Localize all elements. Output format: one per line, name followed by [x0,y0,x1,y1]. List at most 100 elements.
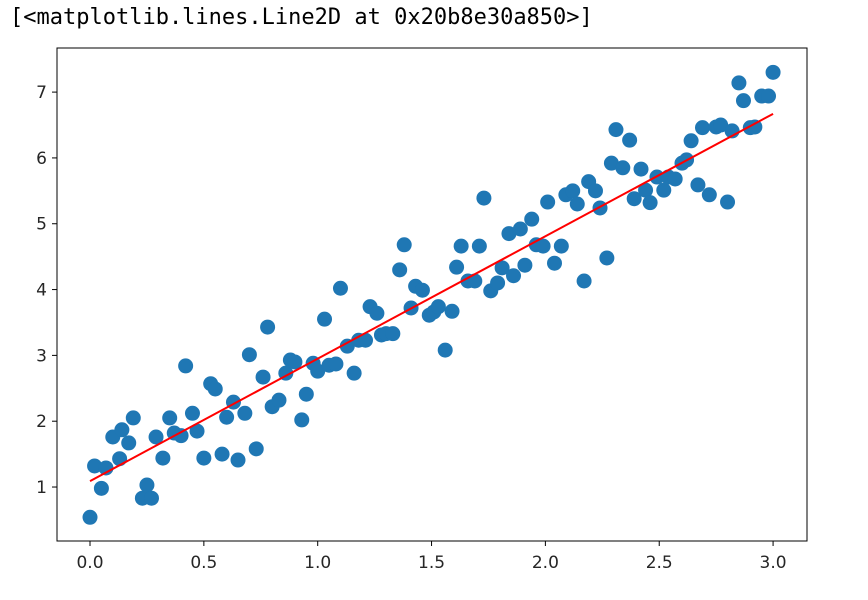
scatter-point [622,132,638,148]
scatter-point [98,460,114,476]
scatter-point [615,160,631,176]
scatter-point [271,392,287,408]
scatter-point [626,191,642,207]
scatter-point [576,273,592,289]
scatter-point [603,155,619,171]
x-tick-label: 2.5 [646,553,673,573]
scatter-point [735,93,751,109]
scatter-point [467,273,483,289]
scatter-point [540,194,556,210]
scatter-point [162,410,178,426]
scatter-point [241,347,257,363]
scatter-point [82,509,98,525]
y-tick-label: 1 [36,478,47,498]
scatter-point [608,122,624,138]
scatter-point [287,354,303,370]
scatter-point [255,369,271,385]
scatter-point [317,311,333,327]
scatter-point [444,303,460,319]
scatter-point [642,195,658,211]
scatter-point [437,342,453,358]
scatter-point [713,117,729,133]
scatter-point [385,326,401,342]
scatter-point [667,171,683,187]
scatter-point [143,490,159,506]
scatter-point [219,409,235,425]
scatter-point [139,477,155,493]
scatter-point [173,428,189,444]
scatter-point [189,423,205,439]
scatter-point [125,410,141,426]
scatter-point [207,381,223,397]
scatter-point [449,259,465,275]
scatter-point [501,226,517,242]
scatter-point [494,260,510,276]
scatter-point [747,119,763,135]
scatter-point [701,187,717,203]
scatter-point [298,386,314,402]
scatter-point [196,450,212,466]
scatter-point [569,196,585,212]
scatter-point [694,120,710,136]
fit-line [89,112,774,482]
plot-area [82,64,781,525]
scatter-point [453,238,469,254]
y-tick-label: 6 [36,149,47,169]
scatter-point [765,64,781,80]
scatter-point [553,238,569,254]
scatter-point [230,452,246,468]
y-tick-label: 3 [36,346,47,366]
scatter-point [346,365,362,381]
scatter-point [524,211,540,227]
scatter-point [369,305,385,321]
scatter-point [332,280,348,296]
scatter-point [731,75,747,91]
scatter-point [761,88,777,104]
scatter-point [155,450,171,466]
x-tick-label: 0.5 [190,553,217,573]
scatter-point [414,282,430,298]
scatter-point [178,358,194,374]
scatter-point [294,412,310,428]
scatter-point [248,441,264,457]
scatter-point [683,133,699,149]
x-tick-label: 3.0 [760,553,787,573]
scatter-point [358,332,374,348]
scatter-point [121,435,137,451]
scatter-point [476,190,492,206]
scatter-point [633,161,649,177]
scatter-point [720,194,736,210]
scatter-point [587,183,603,199]
scatter-point [471,238,487,254]
scatter-point [339,338,355,354]
scatter-point [392,262,408,278]
y-tick-label: 5 [36,215,47,235]
scatter-point [87,458,103,474]
x-tick-label: 0.0 [76,553,103,573]
y-tick-label: 2 [36,412,47,432]
scatter-point [328,356,344,372]
x-tick-label: 2.0 [532,553,559,573]
scatter-point [517,257,533,273]
scatter-point [656,182,672,198]
scatter-point [599,250,615,266]
x-tick-label: 1.5 [418,553,445,573]
output-text: [<matplotlib.lines.Line2D at 0x20b8e30a8… [10,5,593,30]
scatter-point [214,446,230,462]
scatter-point [93,480,109,496]
axes-frame [56,47,808,542]
scatter-point [535,238,551,254]
scatter-point [112,451,128,467]
scatter-point [148,429,164,445]
scatter-point [237,405,253,421]
scatter-point [690,177,706,193]
scatter-point [638,182,654,198]
scatter-point [184,405,200,421]
scatter-point [114,422,130,438]
scatter-point [546,255,562,271]
scatter-point [310,363,326,379]
scatter-point [512,221,528,237]
scatter-point [430,299,446,315]
y-tick-label: 4 [36,281,47,301]
